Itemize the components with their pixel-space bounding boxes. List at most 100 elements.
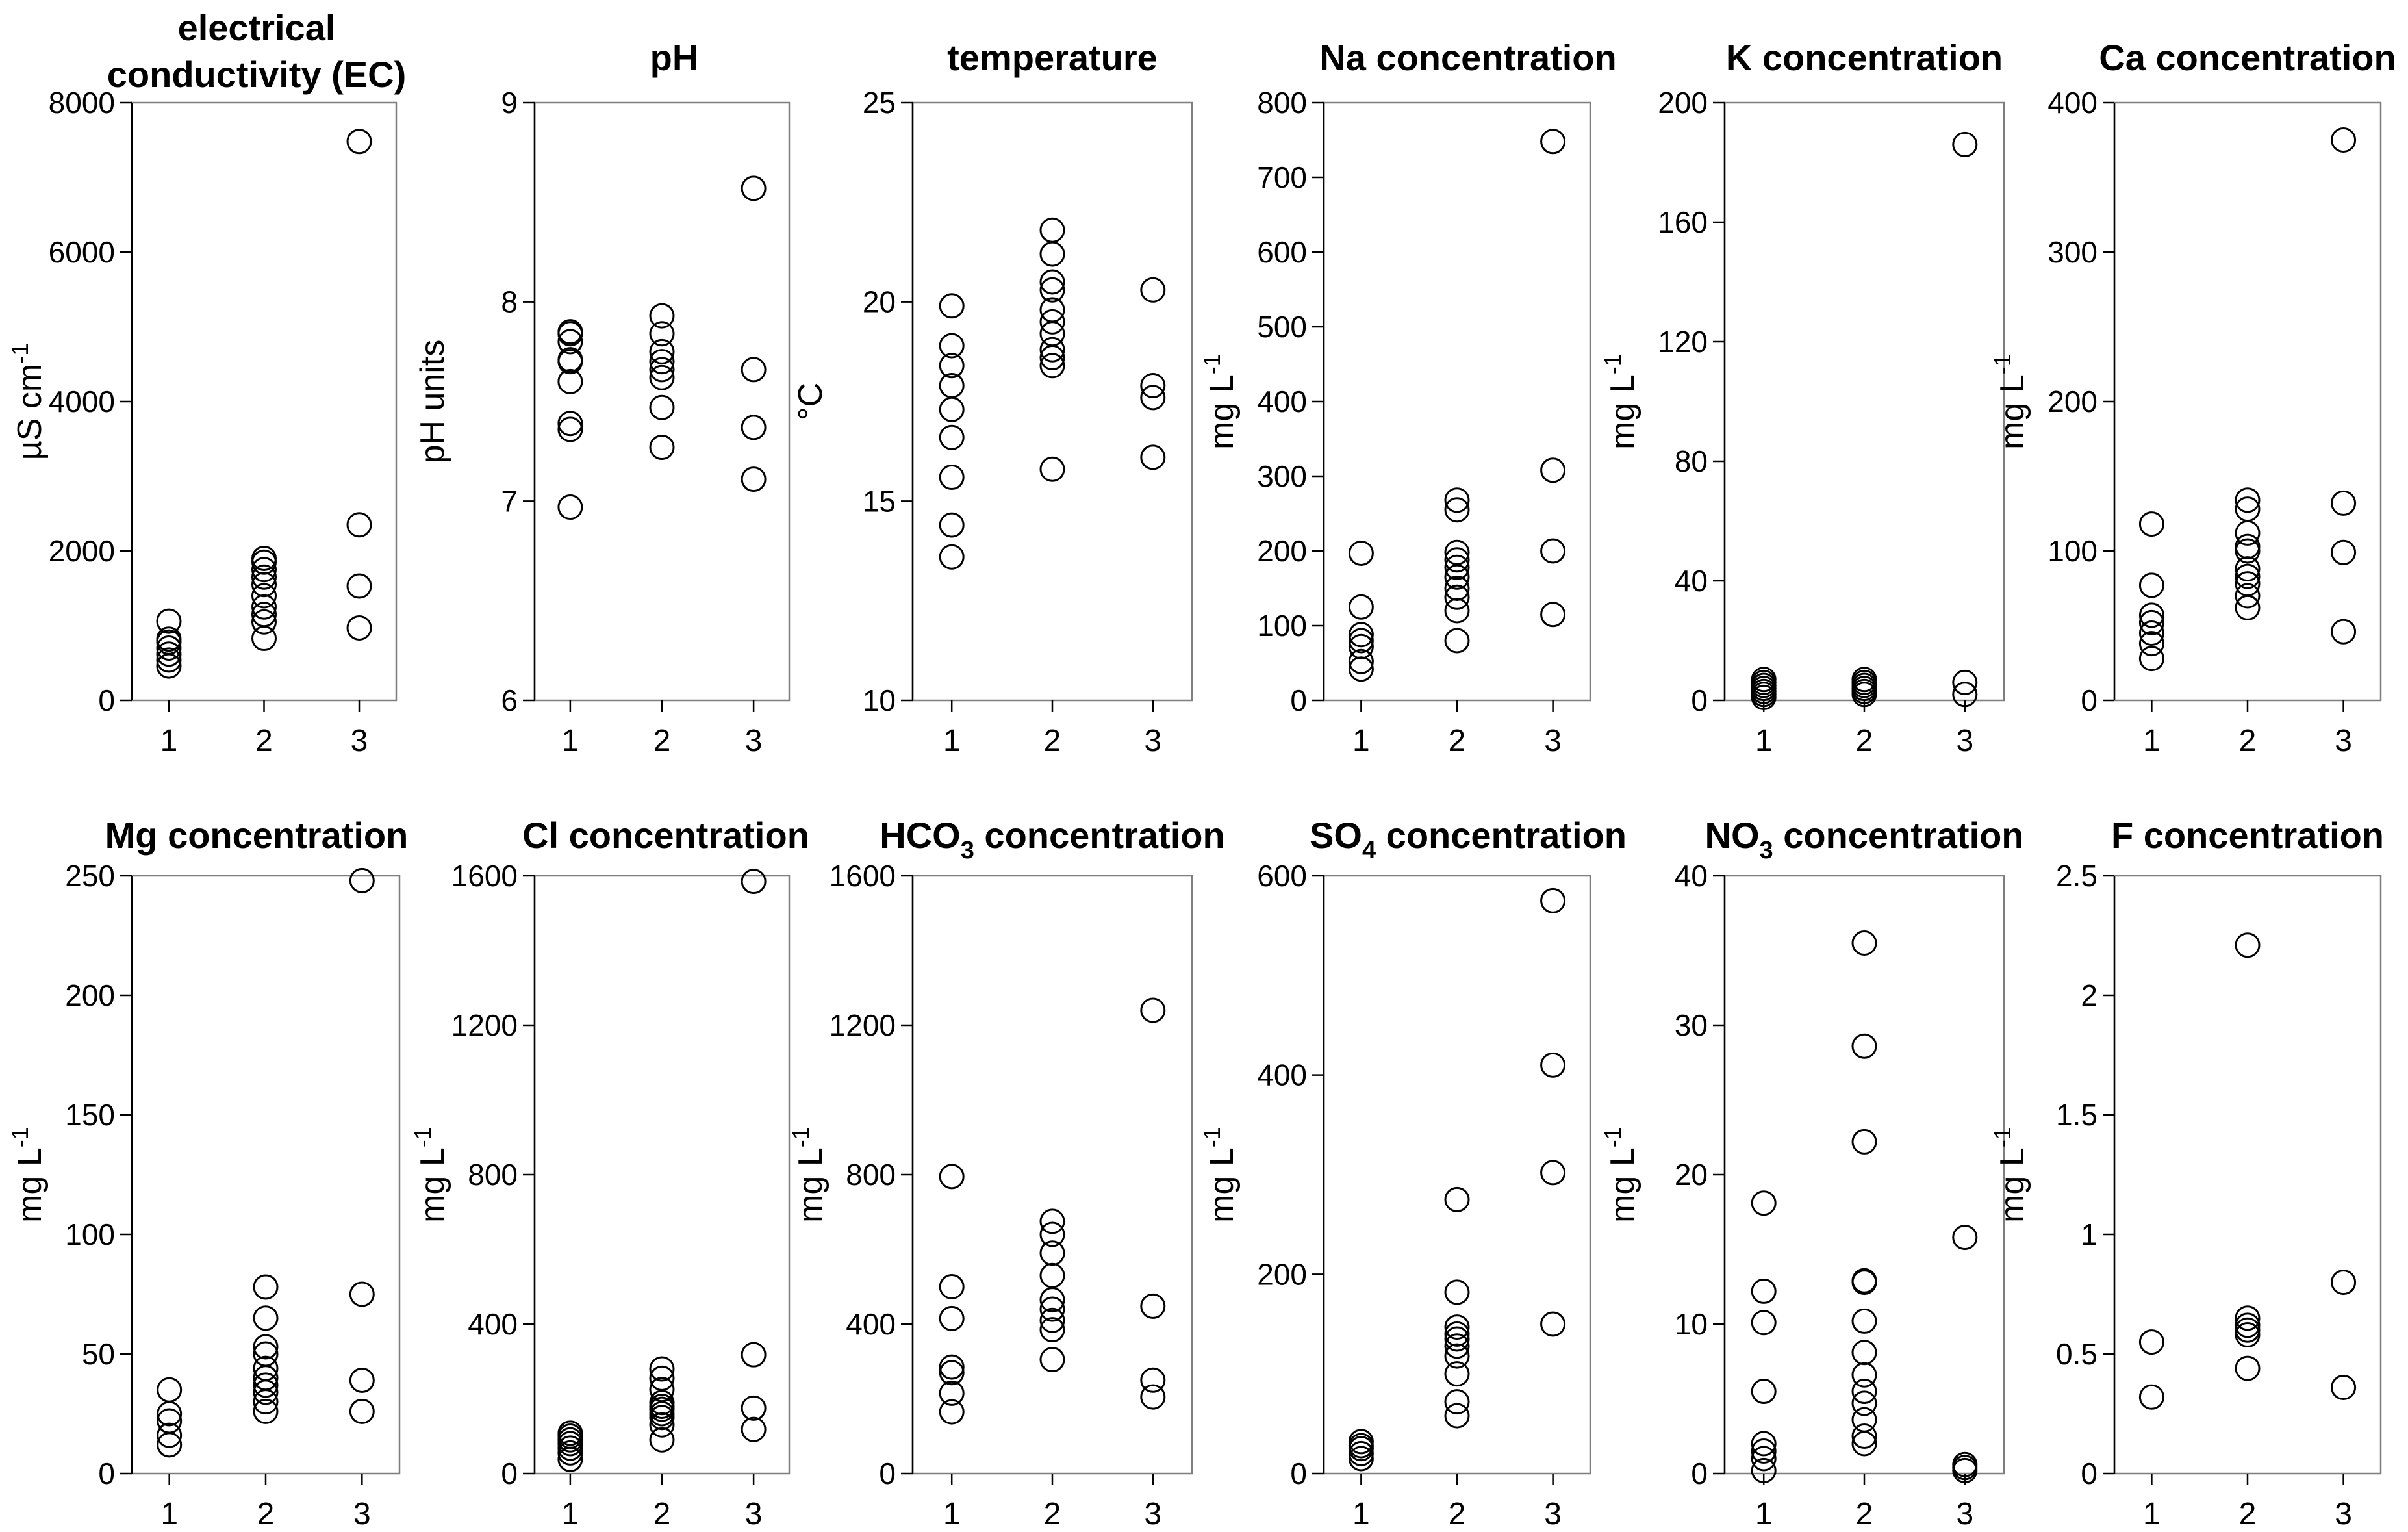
data-point [1952,131,1978,157]
x-category-label: 1 [160,724,178,758]
data-point [939,1360,965,1386]
chart-panel-6: 0 100 200 300 400 1 2 3 Ca concentration mg L-1 [1989,37,2396,758]
plot-frame [1723,101,2005,702]
data-point [253,1305,279,1331]
y-tick-label: 200 [1257,1257,1307,1291]
data-point [157,1422,183,1448]
y-axis-label: mg L-1 [1989,1127,2031,1223]
data-point [939,333,965,359]
data-point [1444,564,1470,590]
data-point [741,869,767,895]
data-point [1851,1390,1877,1416]
x-category-label: 2 [1449,724,1466,758]
y-tick-label: 0 [1290,683,1307,717]
data-point [1851,1129,1877,1155]
data-point [649,349,675,375]
y-tick-label: 200 [2047,385,2097,418]
y-axis-label-text: mg L [1604,374,1641,450]
x-category-label: 1 [1352,1497,1370,1531]
chart-panel-4: 0 100 200 300 400 500 600 700 800 1 2 3 Na concentra… [1198,37,1617,758]
panel-title: HCO3 concentration [880,815,1224,864]
y-axis-label: µS cm-1 [6,343,49,460]
x-category-label: 3 [1144,1497,1161,1531]
data-point [1348,622,1374,648]
data-point [1039,456,1065,482]
data-point [649,435,675,461]
data-point [2331,539,2357,565]
data-point [1140,385,1166,411]
data-point [2331,490,2357,516]
title-rest: concentration [974,815,1225,856]
data-point [251,602,277,628]
data-point [741,175,767,201]
data-point [557,1420,583,1446]
x-category-label: 1 [1755,1497,1773,1531]
x-category-label: 1 [2143,1497,2161,1531]
data-point [1039,297,1065,323]
title-main: Na concentration [1319,37,1616,78]
y-axis-label-text: mg L [414,1147,451,1223]
y-axis-label-text: mg L [11,1147,49,1223]
data-point [2331,1270,2357,1296]
data-point [1851,1340,1877,1366]
data-point [1039,309,1065,335]
data-point [1444,1321,1470,1347]
y-tick-label: 25 [863,86,896,120]
data-point [1751,1446,1777,1472]
data-point [939,512,965,538]
data-point [1039,1296,1065,1322]
y-tick-label: 1200 [451,1008,518,1042]
data-point [1348,1446,1374,1472]
y-axis-label-text: mg L [1203,1147,1241,1223]
y-axis-label: mg L-1 [1198,353,1241,450]
y-tick-label: 10 [1675,1307,1708,1341]
panel-title: Ca concentration [2099,37,2396,78]
data-point [1140,277,1166,303]
y-tick-label: 500 [1257,310,1307,344]
x-category-label: 2 [2239,724,2257,758]
data-point [939,293,965,319]
y-tick-label: 0 [2081,1457,2097,1490]
data-point [2235,496,2261,522]
panel-title: Cl concentration [522,815,809,856]
data-point [2235,520,2261,546]
data-point [253,1372,279,1398]
data-point [2235,1312,2261,1338]
data-point [2138,572,2164,598]
data-point [2138,646,2164,672]
y-axis-label: pH units [414,340,451,464]
data-point [741,357,767,383]
data-point [939,1274,965,1299]
data-point [939,1164,965,1190]
data-point [1348,656,1374,682]
chart-panel-2: 6 7 8 9 1 2 3 pH pH units [414,37,791,758]
y-tick-label: 100 [2047,534,2097,568]
data-point [1140,1367,1166,1393]
data-point [1444,584,1470,610]
data-point [1039,1262,1065,1288]
data-point [253,1341,279,1367]
y-tick-label: 2 [2081,978,2097,1012]
data-point [1751,1379,1777,1404]
data-point [1952,1451,1978,1477]
data-point [1540,538,1566,564]
y-tick-label: 600 [1257,859,1307,893]
y-axis-label-text: mg L [792,1147,830,1223]
y-tick-label: 200 [1257,534,1307,568]
y-axis-label-text: °C [792,383,830,420]
y-tick-label: 8000 [49,86,115,120]
data-point [1851,1308,1877,1334]
data-point [1140,1384,1166,1410]
y-tick-label: 120 [1658,325,1708,359]
y-tick-label: 200 [65,978,115,1012]
y-tick-label: 0 [98,683,115,717]
data-point [649,357,675,383]
y-tick-label: 0 [501,1457,518,1490]
y-tick-label: 9 [501,86,518,120]
x-category-label: 1 [562,1497,579,1531]
data-point [1444,539,1470,565]
panel-title: K concentration [1726,37,2003,78]
